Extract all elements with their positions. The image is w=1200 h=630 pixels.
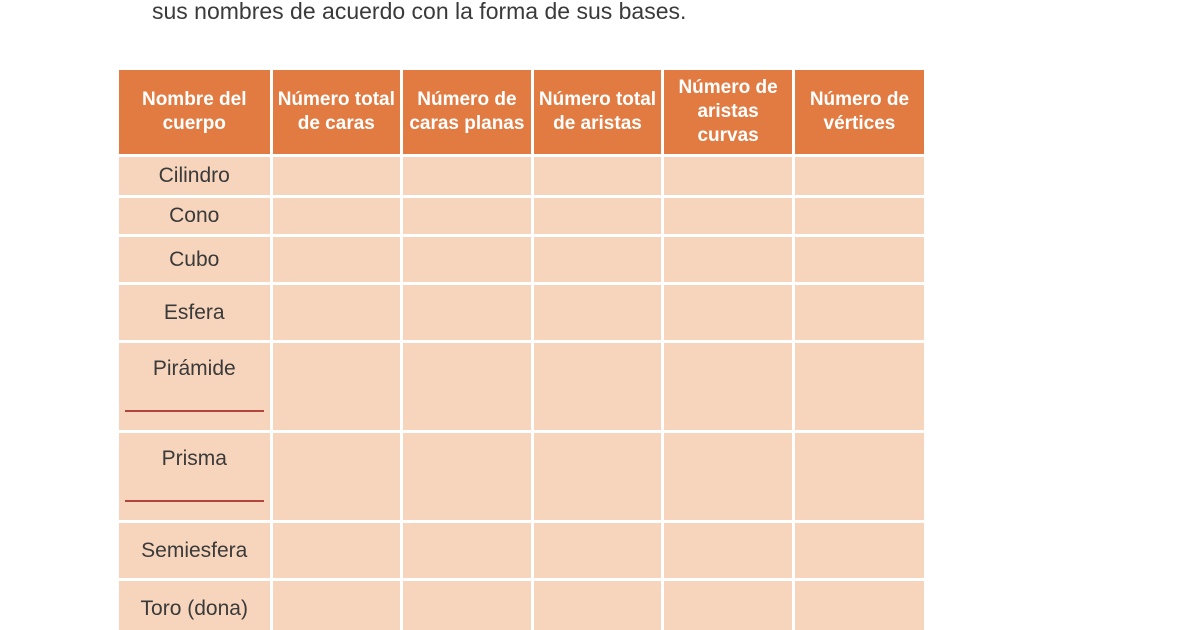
table-row: Esfera [119, 283, 924, 343]
answer-cell[interactable] [401, 431, 534, 523]
header-numero-total-de-caras: Número total de caras [271, 70, 404, 157]
row-name: Esfera [119, 283, 273, 343]
answer-cell[interactable] [662, 341, 795, 433]
solids-table-wrapper: Nombre del cuerpo Número total de caras … [119, 70, 924, 630]
intro-text: sus nombres de acuerdo con la forma de s… [152, 0, 687, 24]
answer-cell[interactable] [793, 196, 924, 237]
table-row: Cubo [119, 235, 924, 285]
row-name: Cono [119, 196, 273, 237]
answer-cell[interactable] [401, 521, 534, 581]
answer-cell[interactable] [793, 341, 924, 433]
answer-cell[interactable] [271, 196, 404, 237]
answer-cell[interactable] [401, 579, 534, 630]
answer-cell[interactable] [793, 283, 924, 343]
answer-cell[interactable] [271, 521, 404, 581]
row-name: Toro (dona) [119, 579, 273, 630]
answer-cell[interactable] [532, 521, 665, 581]
answer-cell[interactable] [271, 579, 404, 630]
row-name-with-blank: Pirámide [119, 341, 273, 433]
row-name: Cubo [119, 235, 273, 285]
answer-cell[interactable] [401, 196, 534, 237]
answer-cell[interactable] [271, 341, 404, 433]
answer-cell[interactable] [662, 155, 795, 198]
answer-cell[interactable] [271, 283, 404, 343]
table-row: Cilindro [119, 155, 924, 198]
answer-cell[interactable] [662, 235, 795, 285]
answer-cell[interactable] [401, 283, 534, 343]
answer-cell[interactable] [793, 521, 924, 581]
table-row: Pirámide [119, 341, 924, 433]
answer-cell[interactable] [793, 155, 924, 198]
header-numero-total-de-aristas: Número total de aristas [532, 70, 665, 157]
row-name: Cilindro [119, 155, 273, 198]
answer-cell[interactable] [662, 283, 795, 343]
answer-cell[interactable] [662, 521, 795, 581]
header-nombre-del-cuerpo: Nombre del cuerpo [119, 70, 273, 157]
header-numero-de-aristas-curvas: Número de aristas curvas [662, 70, 795, 157]
answer-cell[interactable] [401, 235, 534, 285]
header-numero-de-caras-planas: Número de caras planas [401, 70, 534, 157]
table-row: Prisma [119, 431, 924, 523]
answer-cell[interactable] [532, 196, 665, 237]
answer-cell[interactable] [662, 196, 795, 237]
answer-cell[interactable] [532, 341, 665, 433]
answer-underline[interactable] [125, 500, 264, 502]
answer-cell[interactable] [532, 431, 665, 523]
table-row: Semiesfera [119, 521, 924, 581]
answer-underline[interactable] [125, 410, 264, 412]
answer-cell[interactable] [793, 579, 924, 630]
solids-table: Nombre del cuerpo Número total de caras … [119, 70, 924, 630]
answer-cell[interactable] [271, 155, 404, 198]
answer-cell[interactable] [401, 155, 534, 198]
row-name: Semiesfera [119, 521, 273, 581]
answer-cell[interactable] [271, 235, 404, 285]
answer-cell[interactable] [271, 431, 404, 523]
answer-cell[interactable] [532, 235, 665, 285]
table-header-row: Nombre del cuerpo Número total de caras … [119, 70, 924, 157]
table-row: Toro (dona) [119, 579, 924, 630]
answer-cell[interactable] [401, 341, 534, 433]
answer-cell[interactable] [662, 579, 795, 630]
answer-cell[interactable] [532, 579, 665, 630]
answer-cell[interactable] [793, 431, 924, 523]
row-name-with-blank: Prisma [119, 431, 273, 523]
answer-cell[interactable] [532, 283, 665, 343]
header-numero-de-vertices: Número de vértices [793, 70, 924, 157]
row-name: Prisma [161, 447, 227, 470]
answer-cell[interactable] [532, 155, 665, 198]
row-name: Pirámide [152, 357, 236, 380]
table-row: Cono [119, 196, 924, 237]
answer-cell[interactable] [662, 431, 795, 523]
answer-cell[interactable] [793, 235, 924, 285]
